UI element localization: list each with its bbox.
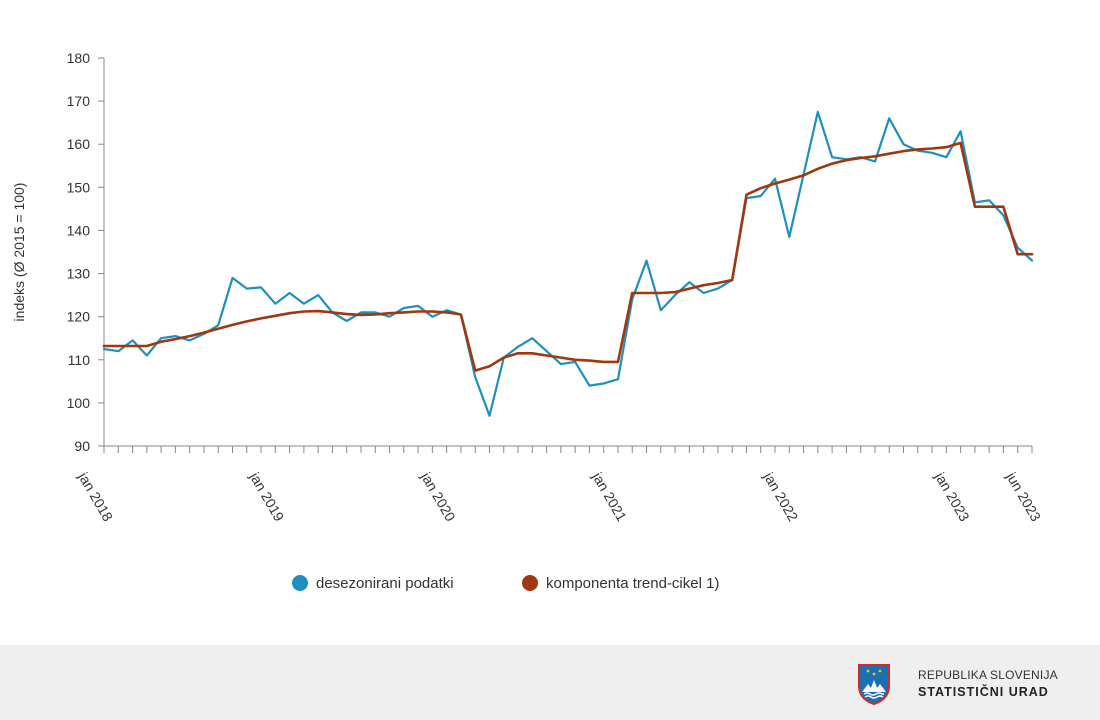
surs-logo[interactable]: REPUBLIKA SLOVENIJA STATISTIČNI URAD	[856, 662, 1088, 706]
logo-text: REPUBLIKA SLOVENIJA STATISTIČNI URAD	[918, 667, 1058, 701]
legend-label-1: desezonirani podatki	[316, 575, 454, 592]
x-tick-label: jan 2021	[589, 469, 630, 525]
y-tick-label: 140	[67, 222, 91, 238]
y-tick-label: 110	[68, 352, 91, 368]
y-tick-label: 180	[67, 50, 91, 66]
legend-marker-1	[292, 575, 308, 591]
x-tick-label: jan 2020	[418, 469, 459, 525]
y-tick-label: 100	[67, 395, 91, 411]
legend-label-2: komponenta trend-cikel 1)	[546, 575, 719, 592]
series-line-2	[102, 141, 1034, 372]
y-tick-label: 150	[67, 179, 91, 195]
chart-area: 90 100 110 120 130 140 150 160 170 180 indeks (Ø 2…	[11, 50, 1044, 592]
x-tick-label: jan 2019	[246, 469, 287, 525]
y-axis-title: indeks (Ø 2015 = 100)	[11, 183, 27, 322]
line-chart: 90 100 110 120 130 140 150 160 170 180 indeks (Ø 2…	[11, 50, 1044, 592]
series-line-1	[102, 110, 1034, 417]
y-tick-label: 120	[67, 309, 91, 325]
x-tick-label: jun 2023	[1003, 469, 1044, 525]
logo-line-2: STATISTIČNI URAD	[918, 685, 1049, 699]
coat-of-arms-icon	[858, 664, 890, 706]
footer-bar	[0, 645, 1100, 720]
x-tick-label: jan 2022	[760, 469, 801, 525]
y-tick-label: 160	[67, 136, 91, 152]
x-tick-label: jan 2018	[75, 469, 116, 525]
y-tick-label: 130	[67, 266, 91, 282]
logo-line-1: REPUBLIKA SLOVENIJA	[918, 668, 1058, 682]
y-tick-label: 170	[67, 93, 91, 109]
legend-marker-2	[522, 575, 538, 591]
y-tick-label: 90	[74, 438, 90, 454]
x-tick-label: jan 2023	[932, 469, 973, 525]
